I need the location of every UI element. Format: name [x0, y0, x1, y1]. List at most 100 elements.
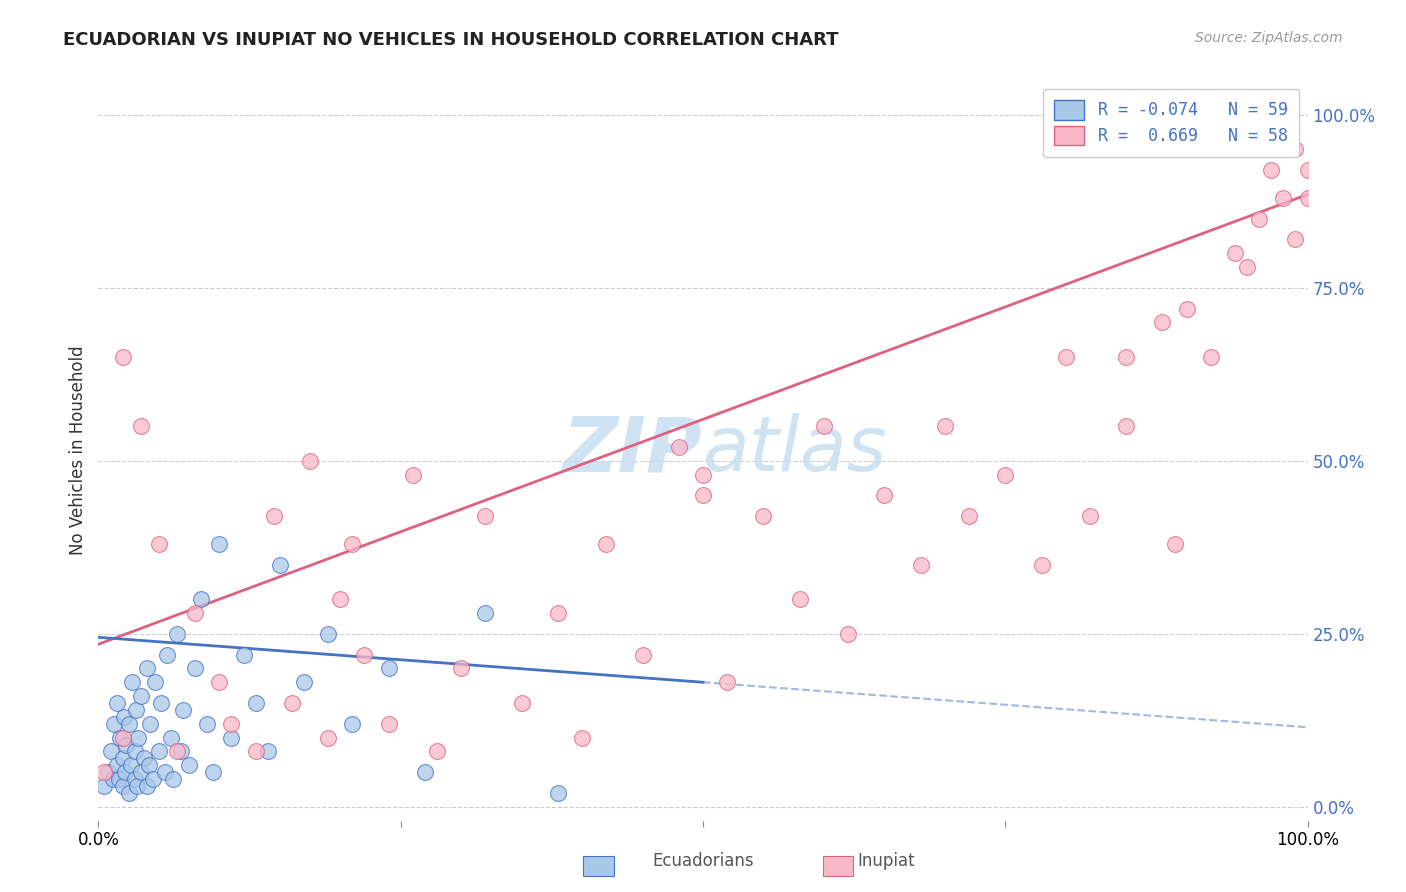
Point: [1054, 350, 1077, 364]
Point: [93, 765, 115, 780]
Point: [450, 661, 472, 675]
Point: [837, 627, 859, 641]
Point: [692, 467, 714, 482]
Point: [160, 731, 183, 745]
Point: [153, 765, 176, 780]
Legend: R = -0.074   N = 59, R =  0.669   N = 58: R = -0.074 N = 59, R = 0.669 N = 58: [1043, 88, 1299, 157]
Point: [101, 772, 124, 786]
Point: [156, 648, 179, 662]
Point: [166, 627, 188, 641]
Point: [184, 661, 207, 675]
Point: [221, 716, 243, 731]
Point: [208, 675, 231, 690]
Point: [245, 744, 267, 758]
Point: [143, 675, 166, 690]
Point: [129, 419, 152, 434]
Point: [135, 661, 157, 675]
Y-axis label: No Vehicles in Household: No Vehicles in Household: [69, 345, 87, 556]
Point: [142, 772, 165, 786]
Point: [129, 765, 152, 780]
Point: [148, 744, 170, 758]
Point: [124, 772, 146, 786]
Text: atlas: atlas: [703, 414, 887, 487]
Text: Inupiat: Inupiat: [858, 852, 914, 870]
Point: [474, 509, 496, 524]
Point: [256, 744, 278, 758]
Point: [97, 765, 120, 780]
Point: [162, 772, 184, 786]
Point: [179, 758, 201, 772]
Point: [111, 731, 134, 745]
Point: [1163, 537, 1185, 551]
Point: [114, 765, 136, 780]
Point: [120, 758, 142, 772]
Point: [115, 738, 138, 752]
Point: [1284, 143, 1306, 157]
Point: [316, 627, 339, 641]
Point: [1115, 419, 1137, 434]
Point: [127, 779, 149, 793]
Point: [121, 675, 143, 690]
Point: [190, 592, 212, 607]
Text: ECUADORIAN VS INUPIAT NO VEHICLES IN HOUSEHOLD CORRELATION CHART: ECUADORIAN VS INUPIAT NO VEHICLES IN HOU…: [63, 31, 839, 49]
Point: [299, 454, 322, 468]
Point: [1152, 315, 1174, 329]
Point: [127, 731, 149, 745]
Point: [1115, 350, 1137, 364]
Point: [571, 731, 593, 745]
Point: [124, 744, 146, 758]
Point: [169, 744, 191, 758]
Point: [595, 537, 617, 551]
Point: [103, 716, 125, 731]
Point: [1272, 191, 1295, 205]
Point: [138, 758, 160, 772]
Point: [813, 419, 835, 434]
Point: [263, 509, 285, 524]
Point: [184, 606, 207, 620]
Point: [316, 731, 339, 745]
Point: [221, 731, 243, 745]
Point: [1223, 246, 1246, 260]
Point: [232, 648, 254, 662]
Point: [1199, 350, 1222, 364]
Point: [135, 779, 157, 793]
Text: Source: ZipAtlas.com: Source: ZipAtlas.com: [1195, 31, 1343, 45]
Point: [692, 488, 714, 502]
Text: Ecuadorians: Ecuadorians: [652, 852, 754, 870]
Point: [342, 537, 364, 551]
Point: [1260, 163, 1282, 178]
Point: [105, 758, 128, 772]
Point: [994, 467, 1017, 482]
Point: [134, 751, 156, 765]
Point: [1078, 509, 1101, 524]
Point: [377, 661, 399, 675]
Point: [112, 710, 135, 724]
Point: [402, 467, 425, 482]
Point: [93, 779, 115, 793]
Point: [166, 744, 188, 758]
Point: [118, 716, 141, 731]
Point: [111, 350, 134, 364]
Point: [510, 696, 533, 710]
Point: [148, 537, 170, 551]
Point: [1031, 558, 1053, 572]
Point: [1249, 211, 1271, 226]
Point: [353, 648, 375, 662]
Point: [329, 592, 352, 607]
Point: [1236, 260, 1258, 274]
Point: [668, 440, 690, 454]
Point: [474, 606, 496, 620]
Point: [547, 786, 569, 800]
Point: [269, 558, 291, 572]
Point: [934, 419, 956, 434]
Point: [716, 675, 738, 690]
Point: [789, 592, 811, 607]
Point: [172, 703, 194, 717]
Point: [202, 765, 225, 780]
Point: [873, 488, 896, 502]
Text: ZIP: ZIP: [564, 414, 703, 487]
Point: [118, 786, 141, 800]
Point: [1296, 163, 1319, 178]
Point: [426, 744, 449, 758]
Point: [547, 606, 569, 620]
